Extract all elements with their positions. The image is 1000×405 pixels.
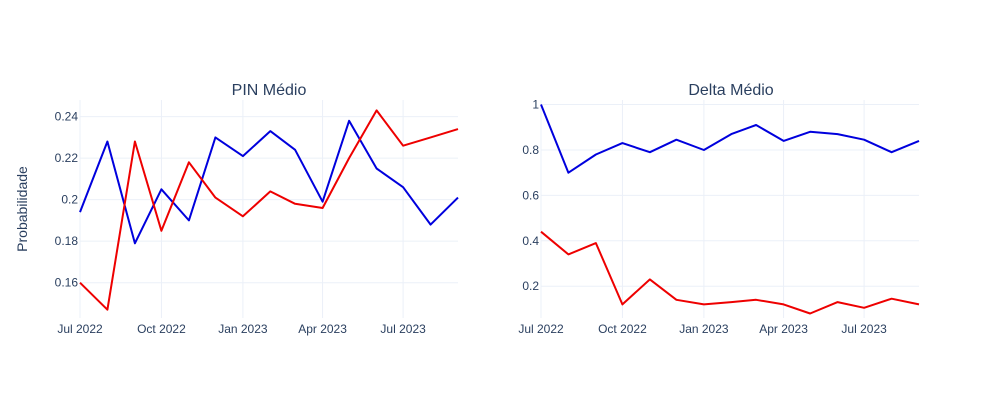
x-tick-label: Jul 2022 [518,322,564,336]
y-tick-label: 0.8 [522,143,539,157]
x-tick-label: Jul 2023 [841,322,887,336]
x-tick-label: Jul 2023 [380,322,426,336]
y-tick-label: 0.24 [55,110,79,124]
y-tick-label: 0.22 [55,151,79,165]
subplot-title: PIN Médio [232,82,307,99]
y-tick-label: 1 [532,98,539,112]
y-axis-title: Probabilidade [14,166,30,252]
y-tick-label: 0.2 [522,279,539,293]
subplot-title: Delta Médio [688,82,773,99]
grid [79,100,458,318]
subplot-pin-medio: PIN Médio Probabilidade Jul 2022 Oct 2022… [14,82,459,336]
y-tick-label: 0.18 [55,234,79,248]
series-line-red [79,109,459,311]
x-tick-label: Jan 2023 [218,322,268,336]
y-tick-label: 0.4 [522,234,539,248]
y-tick-label: 0.6 [522,188,539,202]
x-tick-label: Apr 2023 [298,322,347,336]
y-tick-label: 0.2 [61,193,78,207]
x-tick-label: Jul 2022 [57,322,103,336]
x-tick-label: Apr 2023 [759,322,808,336]
x-tick-label: Oct 2022 [598,322,647,336]
series-line-blue [540,104,920,174]
series-line-blue [79,119,459,245]
x-tick-label: Jan 2023 [679,322,729,336]
subplot-delta-medio: Delta Médio Jul 2022 Oct 2022 Jan 2023 Apr … [518,82,920,336]
series-line-red [540,230,920,315]
grid [540,100,919,318]
x-tick-label: Oct 2022 [137,322,186,336]
y-tick-label: 0.16 [55,276,79,290]
